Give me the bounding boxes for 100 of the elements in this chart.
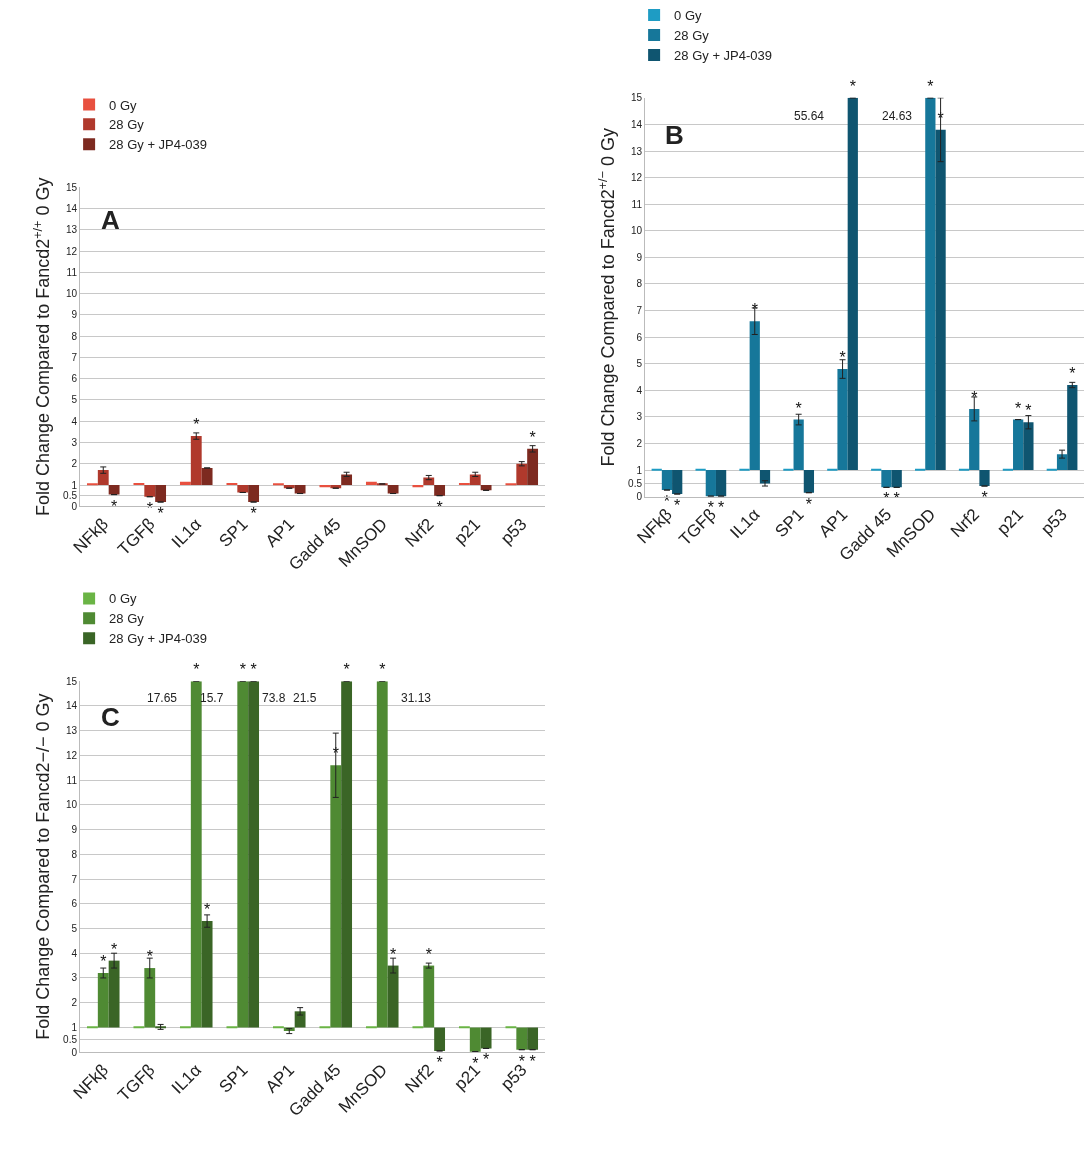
bar [86, 1026, 98, 1029]
y-tick-label: 5 [71, 922, 78, 934]
bar [108, 960, 120, 1028]
data-label: * [883, 490, 890, 508]
data-label: * [927, 77, 934, 95]
x-tick-label: Nrf2 [401, 514, 438, 551]
bar [272, 1026, 284, 1029]
y-tick-label: 2 [71, 458, 78, 470]
legend-label: 28 Gy [109, 117, 145, 133]
bar [672, 470, 683, 495]
bar [695, 468, 706, 471]
bar [651, 468, 662, 471]
bar [881, 470, 892, 488]
bar [1013, 419, 1024, 471]
y-tick-label: 15 [630, 92, 643, 104]
y-tick-label: 6 [71, 898, 78, 910]
y-tick-label: 4 [71, 415, 78, 427]
y-tick-label: 11 [66, 266, 78, 278]
y-tick-label: 0.5 [63, 490, 78, 502]
data-label: * [203, 901, 211, 919]
data-label: * [250, 661, 257, 679]
bar [516, 463, 528, 486]
y-tick-label: 0 [636, 491, 643, 503]
bar [226, 1026, 238, 1029]
bar [749, 321, 760, 471]
data-label: * [110, 940, 118, 958]
bar [387, 965, 399, 1028]
data-label: * [436, 498, 443, 516]
y-tick-label: 12 [630, 172, 643, 184]
legend-label: 0 Gy [674, 8, 703, 24]
bar [330, 765, 342, 1028]
data-label: * [193, 661, 200, 679]
bar [434, 485, 446, 496]
data-label: * [971, 388, 978, 406]
x-tick-label: SP1 [215, 514, 252, 551]
data-label: * [529, 1052, 536, 1070]
bar [237, 681, 249, 1028]
bar [1002, 468, 1014, 471]
y-tick-label: 13 [65, 224, 78, 236]
y-tick-label: 13 [630, 145, 643, 157]
bar [272, 483, 284, 486]
bar [97, 973, 109, 1028]
x-tick-label: SP1 [771, 504, 808, 542]
y-tick-label: 2 [71, 997, 78, 1009]
y-tick-label: 0.5 [63, 1034, 78, 1046]
y-tick-label: 15 [65, 675, 78, 687]
bar [480, 1027, 492, 1049]
data-label: * [436, 1053, 443, 1071]
y-tick-label: 6 [636, 331, 643, 343]
bar [319, 485, 331, 488]
bar [783, 468, 794, 471]
bar [434, 1027, 446, 1051]
y-tick-label: 11 [66, 774, 78, 786]
data-label: * [379, 661, 386, 679]
legend-label: 0 Gy [109, 591, 138, 607]
data-label: * [482, 1051, 490, 1069]
y-tick-label: 14 [65, 203, 78, 214]
data-label: * [239, 661, 246, 679]
bar [341, 681, 353, 1028]
data-label: * [849, 77, 856, 95]
bar [294, 1011, 306, 1028]
bar [144, 968, 156, 1028]
data-label: * [1025, 402, 1032, 420]
y-tick-label: 0.5 [628, 477, 643, 489]
y-tick-label: 7 [71, 351, 78, 363]
y-tick-label: 9 [636, 251, 643, 263]
bar [793, 419, 804, 471]
data-label: * [100, 953, 107, 970]
bar [969, 408, 980, 471]
bar [480, 485, 492, 491]
y-axis-title: Fold Change Compared to Fancd2−/− 0 Gy [33, 693, 54, 1040]
y-tick-label: 0 [71, 1046, 78, 1058]
bar [914, 468, 926, 471]
bar [935, 129, 946, 471]
x-tick-label: p21 [993, 504, 1027, 539]
bar [201, 921, 213, 1028]
annotation: B [665, 120, 684, 150]
y-tick-label: 9 [71, 824, 78, 836]
bar [365, 1026, 377, 1029]
annotation: C [101, 702, 120, 732]
bar [201, 468, 213, 486]
y-tick-label: 7 [636, 305, 643, 317]
y-tick-label: 8 [71, 330, 78, 342]
data-label: * [717, 499, 725, 517]
data-label: * [110, 497, 118, 515]
data-label: * [193, 416, 200, 434]
bar [190, 436, 202, 486]
y-tick-label: 12 [65, 749, 78, 761]
data-label: * [1015, 399, 1022, 417]
data-label: * [529, 428, 536, 446]
legend-label: 28 Gy + JP4-039 [674, 47, 773, 63]
x-tick-label: Nrf2 [946, 504, 984, 542]
bar [705, 470, 716, 497]
annotation: 17.65 [147, 691, 178, 705]
bar [97, 470, 109, 486]
bar [190, 681, 202, 1028]
bar [423, 965, 435, 1028]
y-tick-label: 8 [636, 278, 643, 290]
y-tick-label: 13 [65, 725, 78, 737]
y-tick-label: 10 [65, 799, 78, 811]
